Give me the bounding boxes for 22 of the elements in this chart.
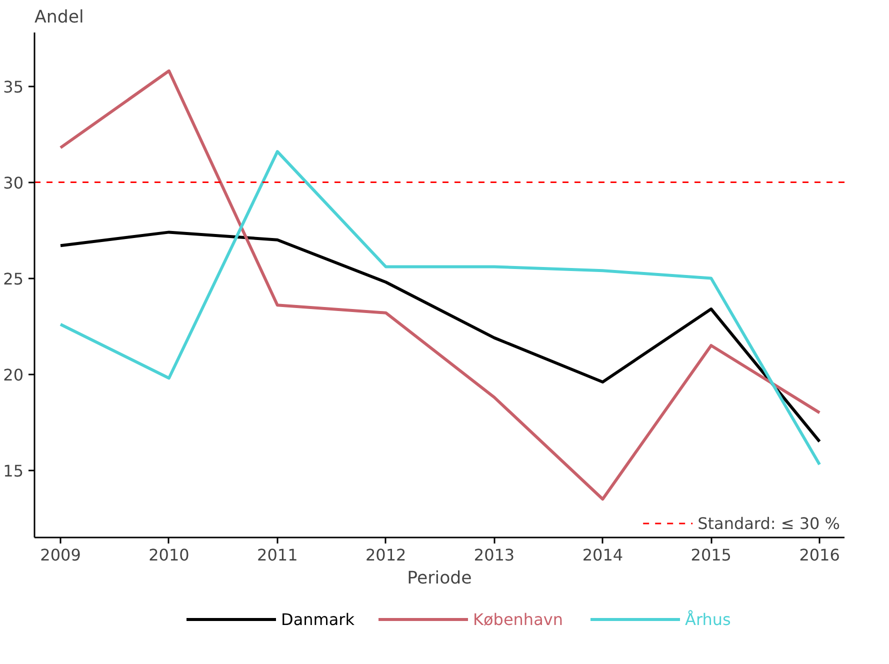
y-tick-label: 30 (3, 173, 24, 192)
line-series (59, 150, 822, 466)
x-tick-label: 2010 (148, 546, 190, 564)
line-series (59, 69, 822, 501)
legend-label: Standard: ≤ 30 % (698, 514, 840, 532)
x-axis-title: Periode (407, 568, 472, 588)
x-tick-label: 2011 (257, 546, 298, 564)
text: Århus (685, 610, 731, 628)
y-tick-label: 35 (3, 77, 24, 96)
y-tick-label: 25 (3, 269, 24, 288)
x-tick-label: 2015 (690, 546, 732, 564)
x-tick-label: 2014 (582, 546, 624, 564)
x-tick-label: 2013 (474, 546, 515, 564)
line-series (59, 230, 822, 443)
text: København (473, 610, 563, 628)
y-tick-label: 20 (3, 365, 24, 384)
text: Danmark (281, 610, 354, 628)
x-tick-label: 2009 (40, 546, 81, 564)
x-tick-label: 2016 (799, 546, 840, 564)
y-axis-title: Andel (34, 8, 84, 28)
y-tick-label: 15 (3, 461, 24, 480)
x-tick-label: 2012 (365, 546, 406, 564)
